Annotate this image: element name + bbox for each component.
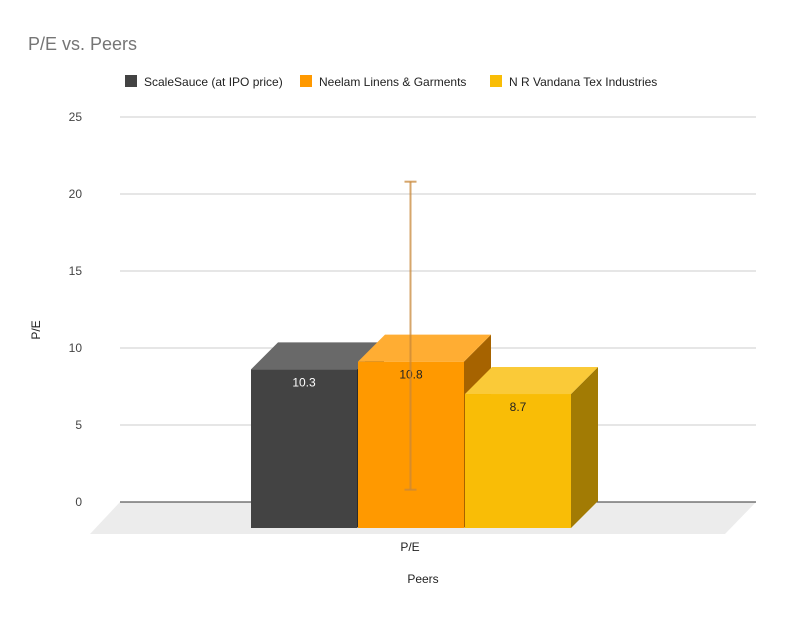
- legend-swatch: [300, 75, 312, 87]
- legend-label: N R Vandana Tex Industries: [509, 75, 657, 89]
- bar-side-face: [571, 367, 598, 528]
- data-label: 8.7: [510, 400, 527, 414]
- y-tick-label: 25: [69, 110, 83, 124]
- y-tick-label: 15: [69, 264, 83, 278]
- x-category-label: P/E: [400, 540, 419, 554]
- y-axis-label: P/E: [29, 320, 43, 339]
- chart-title: P/E vs. Peers: [28, 34, 137, 54]
- bar-top-face: [251, 342, 384, 370]
- legend-swatch: [490, 75, 502, 87]
- bar-front-face: [465, 394, 571, 528]
- error-bar: [404, 180, 417, 491]
- data-label: 10.3: [292, 375, 316, 389]
- y-tick-label: 5: [75, 418, 82, 432]
- legend-swatch: [125, 75, 137, 87]
- legend-label: Neelam Linens & Garments: [319, 75, 466, 89]
- legend: ScaleSauce (at IPO price) Neelam Linens &…: [125, 75, 657, 89]
- legend-label: ScaleSauce (at IPO price): [144, 75, 283, 89]
- y-tick-label: 20: [69, 187, 83, 201]
- bars: 10.310.88.7: [251, 180, 598, 528]
- bar-front-face: [251, 369, 357, 528]
- bar-top-face: [358, 334, 491, 362]
- bar-top-face: [465, 367, 598, 395]
- x-axis-label: Peers: [407, 572, 438, 586]
- bar-3: 8.7: [465, 367, 598, 528]
- y-tick-label: 0: [75, 495, 82, 509]
- y-tick-label: 10: [69, 341, 83, 355]
